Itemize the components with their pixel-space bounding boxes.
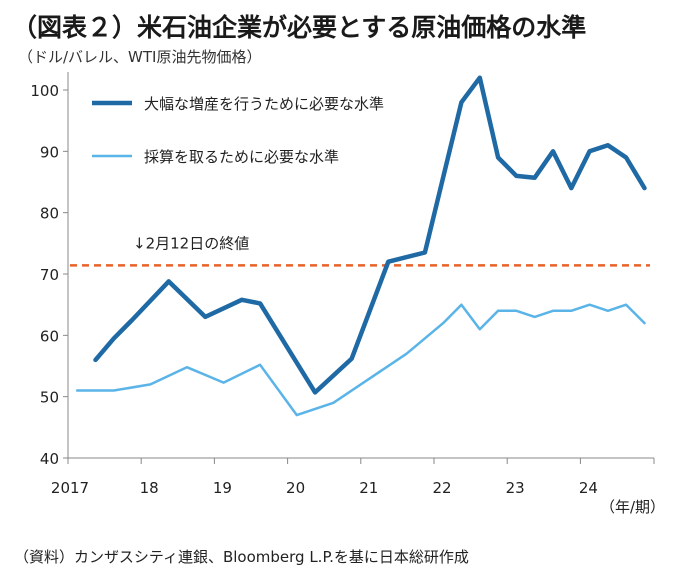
- chart-title: （図表２）米石油企業が必要とする原油価格の水準: [12, 13, 587, 42]
- x-tick-label: 2017: [51, 479, 89, 497]
- reference-line-group: ↓2月12日の終値: [70, 234, 650, 267]
- source-note: （資料）カンザスシティ連銀、Bloomberg L.P.を基に日本総研作成: [14, 548, 469, 566]
- x-tick-label: 24: [579, 479, 598, 497]
- legend-label: 大幅な増産を行うために必要な水準: [144, 95, 384, 113]
- y-tick-label: 70: [40, 266, 59, 284]
- series-lines: [75, 75, 647, 417]
- series-line: [75, 303, 646, 417]
- y-tick-label: 90: [40, 143, 59, 161]
- x-tick-label: 21: [359, 479, 378, 497]
- tick-labels: 40 50 60 70 80 90 100 2017 18 19 20 21 22 23 24: [30, 82, 598, 497]
- y-tick-label: 40: [40, 450, 59, 468]
- axes: [63, 72, 655, 464]
- x-tick-label: 19: [213, 479, 232, 497]
- x-tick-label: 23: [506, 479, 525, 497]
- y-tick-label: 60: [40, 327, 59, 345]
- y-unit-note: （ドル/バレル、WTI原油先物価格）: [18, 48, 262, 66]
- x-tick-label: 18: [140, 479, 159, 497]
- y-tick-label: 50: [40, 389, 59, 407]
- x-tick-label: 22: [432, 479, 451, 497]
- series-line: [93, 75, 647, 395]
- reference-line-label: ↓2月12日の終値: [133, 234, 249, 252]
- x-unit-label: （年/期）: [600, 498, 665, 516]
- x-tick-label: 20: [286, 479, 305, 497]
- y-tick-label: 80: [40, 205, 59, 223]
- legend-label: 採算を取るために必要な水準: [144, 148, 339, 166]
- y-tick-label: 100: [30, 82, 59, 100]
